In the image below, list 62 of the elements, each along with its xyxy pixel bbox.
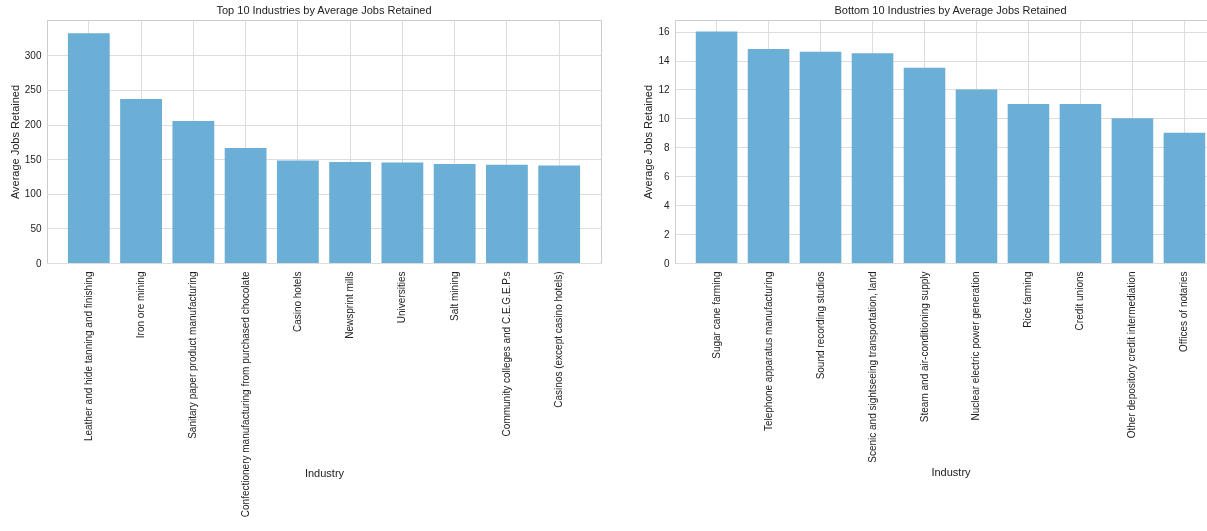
x-tick-label: Sanitary paper product manufacturing bbox=[187, 271, 199, 439]
chart-title: Top 10 Industries by Average Jobs Retained bbox=[216, 4, 432, 16]
y-tick-label: 4 bbox=[663, 199, 670, 211]
y-tick-label: 200 bbox=[24, 119, 42, 131]
y-tick-label: 100 bbox=[24, 188, 42, 200]
bar bbox=[381, 162, 424, 263]
bar bbox=[851, 53, 894, 263]
bar bbox=[903, 67, 946, 263]
bar bbox=[224, 148, 267, 263]
y-tick-label: 50 bbox=[30, 222, 42, 234]
x-tick-label: Telephone apparatus manufacturing bbox=[762, 271, 774, 432]
bar bbox=[486, 164, 528, 263]
bar bbox=[329, 161, 372, 263]
x-tick-label: Salt mining bbox=[448, 271, 460, 321]
y-tick-label: 16 bbox=[658, 26, 670, 38]
bar bbox=[120, 98, 162, 263]
bar bbox=[1059, 103, 1102, 263]
x-tick-label: Universities bbox=[396, 271, 408, 324]
bar bbox=[955, 89, 998, 263]
x-tick-label: Credit unions bbox=[1074, 271, 1086, 331]
y-tick-label: 0 bbox=[35, 257, 42, 269]
y-tick-label: 10 bbox=[658, 112, 670, 124]
x-tick-label: Scenic and sightseeing transportation, land bbox=[866, 271, 878, 463]
y-tick-label: 2 bbox=[663, 228, 670, 240]
bar bbox=[172, 121, 215, 263]
x-tick-label: Rice farming bbox=[1022, 271, 1034, 328]
bar bbox=[747, 48, 790, 263]
y-tick-label: 0 bbox=[663, 257, 670, 269]
bar bbox=[433, 164, 476, 263]
y-tick-label: 14 bbox=[658, 55, 670, 66]
x-tick-label: Other depository credit intermediation bbox=[1126, 271, 1138, 439]
x-tick-label: Iron ore mining bbox=[135, 271, 147, 339]
bar bbox=[799, 51, 842, 263]
x-tick-label: Steam and air-conditioning supply bbox=[918, 271, 930, 423]
x-tick-label: Casino hotels bbox=[291, 271, 303, 333]
y-tick-label: 6 bbox=[663, 170, 670, 182]
x-axis-title: Industry bbox=[304, 466, 345, 479]
bar bbox=[1007, 103, 1050, 263]
x-tick-label: Newsprint mills bbox=[344, 271, 356, 339]
y-axis-title: Average Jobs Retained bbox=[642, 84, 655, 200]
chart-title: Bottom 10 Industries by Average Jobs Retained bbox=[834, 4, 1067, 16]
x-tick-label: Confectionery manufacturing from purchased chocolate bbox=[239, 271, 251, 518]
x-tick-label: Casinos (except casino hotels) bbox=[553, 271, 565, 408]
x-axis-title: Industry bbox=[931, 465, 972, 478]
bar bbox=[538, 165, 581, 263]
y-tick-label: 250 bbox=[24, 84, 42, 96]
x-tick-label: Leather and hide tanning and finishing bbox=[82, 271, 94, 442]
bar bbox=[1111, 118, 1154, 263]
x-tick-label: Offices of notaries bbox=[1178, 271, 1190, 352]
bar bbox=[67, 33, 110, 263]
bar bbox=[1163, 132, 1206, 263]
x-tick-label: Nuclear electric power generation bbox=[970, 271, 982, 421]
x-tick-label: Sugar cane farming bbox=[710, 271, 722, 359]
bar bbox=[695, 31, 738, 263]
y-tick-label: 150 bbox=[24, 153, 42, 165]
y-tick-label: 12 bbox=[658, 83, 670, 95]
y-tick-label: 300 bbox=[24, 49, 42, 61]
x-tick-label: Sound recording studios bbox=[814, 271, 826, 380]
y-axis-title: Average Jobs Retained bbox=[8, 84, 21, 200]
y-tick-label: 8 bbox=[663, 141, 670, 153]
x-tick-label: Community colleges and C.E.G.E.P.s bbox=[500, 271, 512, 437]
bar bbox=[276, 160, 319, 263]
